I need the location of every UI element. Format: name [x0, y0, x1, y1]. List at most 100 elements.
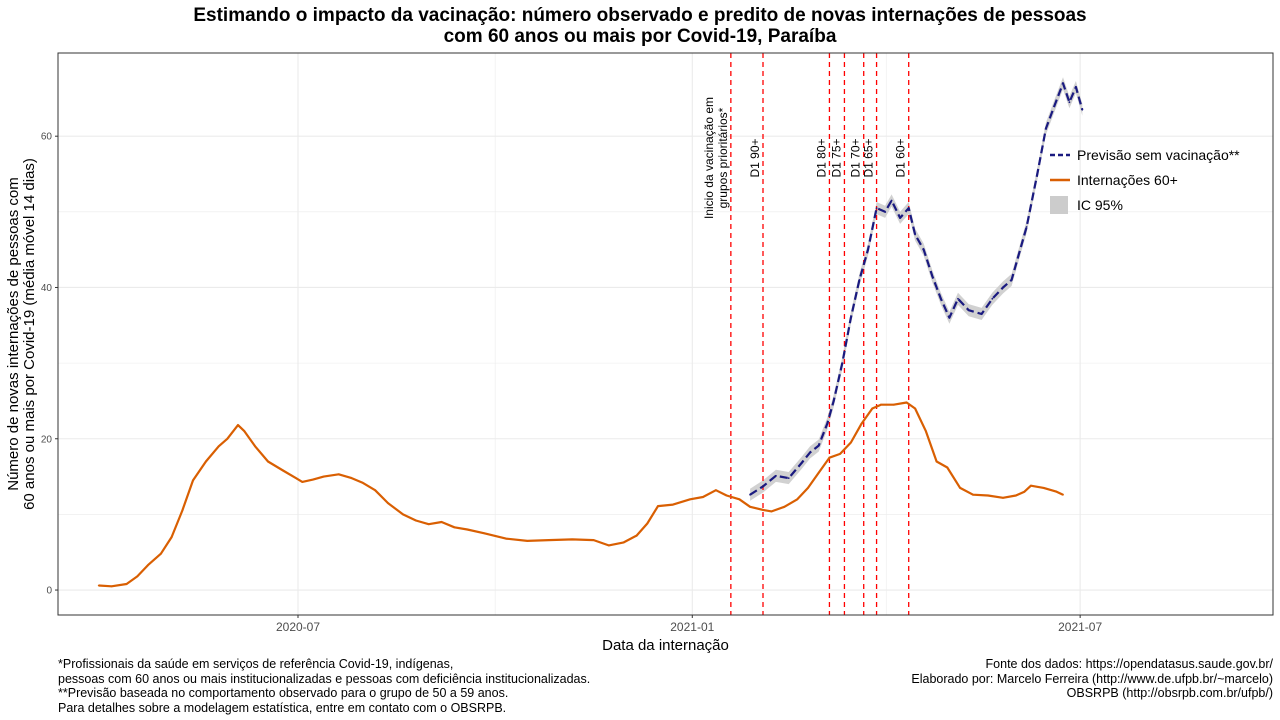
data-point-observed: [783, 505, 786, 508]
data-point-predicted: [749, 493, 751, 496]
data-point-predicted: [1053, 105, 1056, 107]
data-point-observed: [972, 493, 974, 496]
series-line-observed: [98, 401, 1064, 588]
data-point-observed: [361, 481, 364, 484]
data-point-predicted: [832, 400, 835, 402]
data-point-observed: [725, 494, 728, 497]
vline-label-7: D1 60+: [894, 138, 908, 177]
data-point-observed: [1062, 493, 1064, 496]
data-point-observed: [453, 526, 456, 529]
data-point-observed: [828, 456, 831, 459]
data-point-observed: [466, 528, 469, 531]
data-point-observed: [850, 441, 852, 444]
data-point-predicted: [940, 297, 942, 300]
data-point-predicted: [931, 275, 934, 277]
y-axis-title-line-1: Número de novas internações de pessoas c…: [5, 177, 22, 491]
y-tick-label: 40: [41, 283, 53, 294]
data-point-predicted: [980, 313, 983, 315]
axes: 0 20 40 60 2020-07 2021-01 2021-07 Data da inte…: [5, 52, 1274, 654]
series-layer: [97, 82, 1084, 588]
data-point-predicted: [800, 462, 803, 464]
data-point-observed: [312, 478, 314, 481]
data-point-observed: [1002, 496, 1004, 499]
vline-label-2: D1 90+: [748, 138, 762, 177]
data-point-observed: [226, 437, 229, 440]
data-point-observed: [125, 583, 128, 585]
data-point-observed: [505, 537, 507, 540]
data-point-observed: [181, 509, 184, 512]
chart-title-line-2: com 60 anos ou mais por Covid-19, Paraíb…: [443, 26, 837, 47]
data-point-observed: [770, 510, 773, 513]
data-point-predicted: [967, 309, 970, 312]
data-point-predicted: [890, 199, 893, 202]
data-point-observed: [1030, 484, 1032, 487]
panel-border: [57, 52, 1274, 616]
data-point-observed: [110, 585, 113, 588]
data-point-observed: [547, 539, 550, 541]
data-point-observed: [796, 498, 799, 501]
data-point-observed: [892, 403, 895, 406]
legend: Previsão sem vacinação** Internações 60+ I…: [1050, 147, 1240, 214]
data-point-observed: [295, 477, 297, 479]
data-point-predicted: [867, 248, 869, 251]
vline-label-1: Inicio da vacinação em: [702, 97, 716, 219]
data-point-observed: [170, 536, 173, 538]
data-point-observed: [807, 487, 809, 489]
data-point-observed: [925, 430, 927, 433]
vline-label-3: D1 80+: [814, 138, 828, 177]
data-point-observed: [97, 584, 100, 587]
data-point-observed: [1055, 490, 1058, 493]
data-point-predicted: [1017, 256, 1019, 259]
legend-key-ci: [1050, 196, 1068, 214]
data-point-observed: [607, 544, 610, 547]
data-point-observed: [571, 538, 574, 541]
data-point-observed: [402, 513, 404, 516]
data-point-observed: [483, 532, 486, 535]
footnote-left-1: *Profissionais da saúde em serviços de r…: [58, 657, 454, 671]
data-point-predicted: [817, 444, 820, 447]
vline-label-6: D1 65+: [862, 138, 876, 177]
data-point-predicted: [1036, 173, 1039, 175]
vline-label-1: grupos prioritários*: [716, 107, 730, 208]
data-point-observed: [243, 430, 246, 433]
footnote-right-1: Fonte dos dados: https://opendatasus.sau…: [985, 657, 1273, 671]
data-point-observed: [1042, 487, 1045, 489]
data-point-observed: [738, 498, 741, 501]
vline-label-5: D1 70+: [849, 138, 863, 177]
data-point-observed: [136, 575, 139, 578]
y-tick-label: 0: [46, 586, 52, 597]
legend-label-observed: Internações 60+: [1077, 172, 1178, 188]
data-point-observed: [192, 479, 194, 482]
data-point-predicted: [762, 485, 764, 488]
footnotes-left: *Profissionais da saúde em serviços de r…: [58, 657, 590, 715]
legend-label-predicted: Previsão sem vacinação**: [1077, 147, 1240, 163]
data-point-predicted: [787, 477, 790, 479]
data-point-predicted: [884, 210, 886, 213]
data-point-observed: [217, 445, 220, 448]
data-point-observed: [592, 539, 595, 541]
y-tick-label: 20: [41, 434, 53, 445]
data-point-observed: [237, 424, 239, 426]
data-point-predicted: [1068, 101, 1071, 104]
data-point-observed: [1015, 494, 1017, 497]
data-point-predicted: [914, 233, 916, 236]
data-point-observed: [622, 541, 625, 544]
data-point-observed: [959, 487, 961, 489]
data-point-predicted: [1002, 286, 1004, 289]
data-point-observed: [635, 534, 638, 537]
data-point-predicted: [858, 279, 861, 281]
data-point-observed: [672, 503, 674, 506]
data-point-observed: [702, 496, 704, 498]
data-point-predicted: [922, 248, 925, 251]
data-point-predicted: [826, 422, 829, 425]
grid: [58, 53, 1273, 615]
x-axis-title: Data da internação: [602, 637, 729, 654]
data-point-predicted: [1010, 279, 1013, 281]
data-point-observed: [646, 522, 649, 525]
x-tick-label: 2021-01: [670, 620, 714, 634]
vline-layer: Inicio da vacinação em grupos prioritário…: [702, 53, 910, 615]
series-line-predicted: [749, 82, 1084, 496]
data-point-observed: [205, 460, 207, 463]
y-tick-label: 60: [41, 132, 53, 143]
